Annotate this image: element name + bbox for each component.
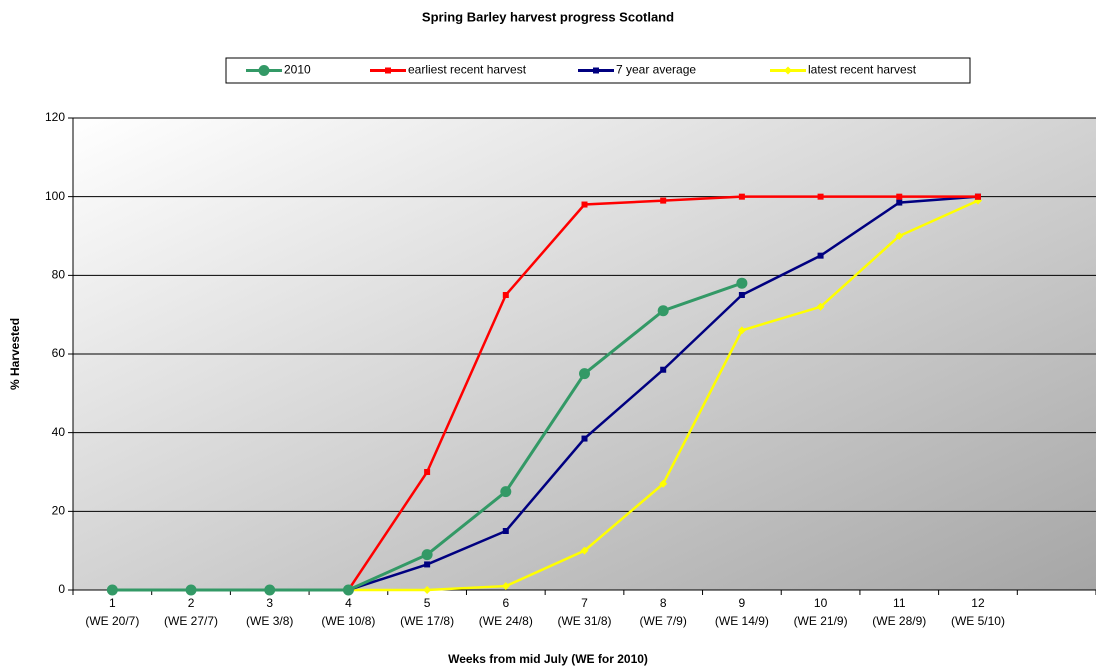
legend-label: 7 year average xyxy=(616,63,696,77)
marker xyxy=(738,292,745,298)
marker xyxy=(581,201,588,208)
marker xyxy=(579,368,590,380)
marker xyxy=(659,479,668,488)
y-tick-label: 40 xyxy=(52,425,66,439)
marker xyxy=(817,193,824,200)
x-tick-label: (WE 20/7) xyxy=(85,614,139,628)
x-tick-label: 4 xyxy=(345,596,352,610)
legend-label: 2010 xyxy=(284,63,311,77)
x-tick-label: 12 xyxy=(971,596,985,610)
marker xyxy=(342,584,354,596)
x-tick-label: (WE 14/9) xyxy=(715,614,769,628)
x-tick-label: (WE 10/8) xyxy=(321,614,375,628)
marker xyxy=(258,65,270,76)
marker xyxy=(895,232,904,240)
x-tick-label: 8 xyxy=(660,596,667,610)
marker xyxy=(738,193,745,200)
marker xyxy=(502,292,509,298)
y-tick-label: 80 xyxy=(52,268,66,282)
x-tick-label: (WE 3/8) xyxy=(246,614,293,628)
marker xyxy=(660,197,667,204)
marker xyxy=(424,469,431,475)
legend-label: earliest recent harvest xyxy=(408,63,527,77)
x-tick-label: 6 xyxy=(502,596,509,610)
x-tick-label: (WE 5/10) xyxy=(951,614,1005,628)
y-tick-label: 0 xyxy=(58,582,65,596)
x-tick-label: 1 xyxy=(109,596,116,610)
x-tick-label: 3 xyxy=(266,596,273,610)
marker xyxy=(737,326,746,335)
marker xyxy=(660,366,667,373)
marker xyxy=(581,435,588,442)
y-tick-label: 100 xyxy=(45,189,65,203)
marker xyxy=(501,582,510,591)
marker xyxy=(816,302,825,311)
marker xyxy=(502,528,509,534)
marker xyxy=(657,305,669,317)
y-axis-label: % Harvested xyxy=(8,318,22,390)
x-tick-label: (WE 31/8) xyxy=(557,614,611,628)
x-tick-label: (WE 24/8) xyxy=(479,614,533,628)
marker xyxy=(784,66,792,75)
x-tick-label: 2 xyxy=(188,596,195,610)
marker xyxy=(185,584,197,596)
x-tick-label: 10 xyxy=(814,596,828,610)
x-tick-label: (WE 7/9) xyxy=(640,614,687,628)
x-tick-label: 5 xyxy=(424,596,431,610)
marker xyxy=(264,584,276,596)
x-tick-label: (WE 21/9) xyxy=(794,614,848,628)
x-tick-label: 11 xyxy=(893,596,906,610)
marker xyxy=(424,561,431,568)
legend-label: latest recent harvest xyxy=(808,63,917,77)
marker xyxy=(817,252,824,259)
marker xyxy=(500,486,512,498)
y-tick-label: 120 xyxy=(45,110,65,124)
marker xyxy=(896,193,903,200)
x-tick-label: 7 xyxy=(581,596,588,610)
marker xyxy=(896,199,903,206)
x-tick-label: (WE 17/8) xyxy=(400,614,454,628)
marker xyxy=(593,67,599,74)
y-tick-label: 60 xyxy=(52,346,66,360)
marker xyxy=(736,277,748,289)
y-tick-label: 20 xyxy=(52,504,66,518)
marker xyxy=(106,584,118,596)
marker xyxy=(385,67,391,74)
marker xyxy=(423,586,432,594)
x-axis-label: Weeks from mid July (WE for 2010) xyxy=(448,652,648,666)
marker xyxy=(580,546,589,555)
x-tick-label: (WE 28/9) xyxy=(872,614,926,628)
marker xyxy=(421,549,433,561)
x-tick-label: (WE 27/7) xyxy=(164,614,218,628)
marker xyxy=(974,193,981,200)
chart-title: Spring Barley harvest progress Scotland xyxy=(422,9,674,24)
x-tick-label: 9 xyxy=(739,596,746,610)
